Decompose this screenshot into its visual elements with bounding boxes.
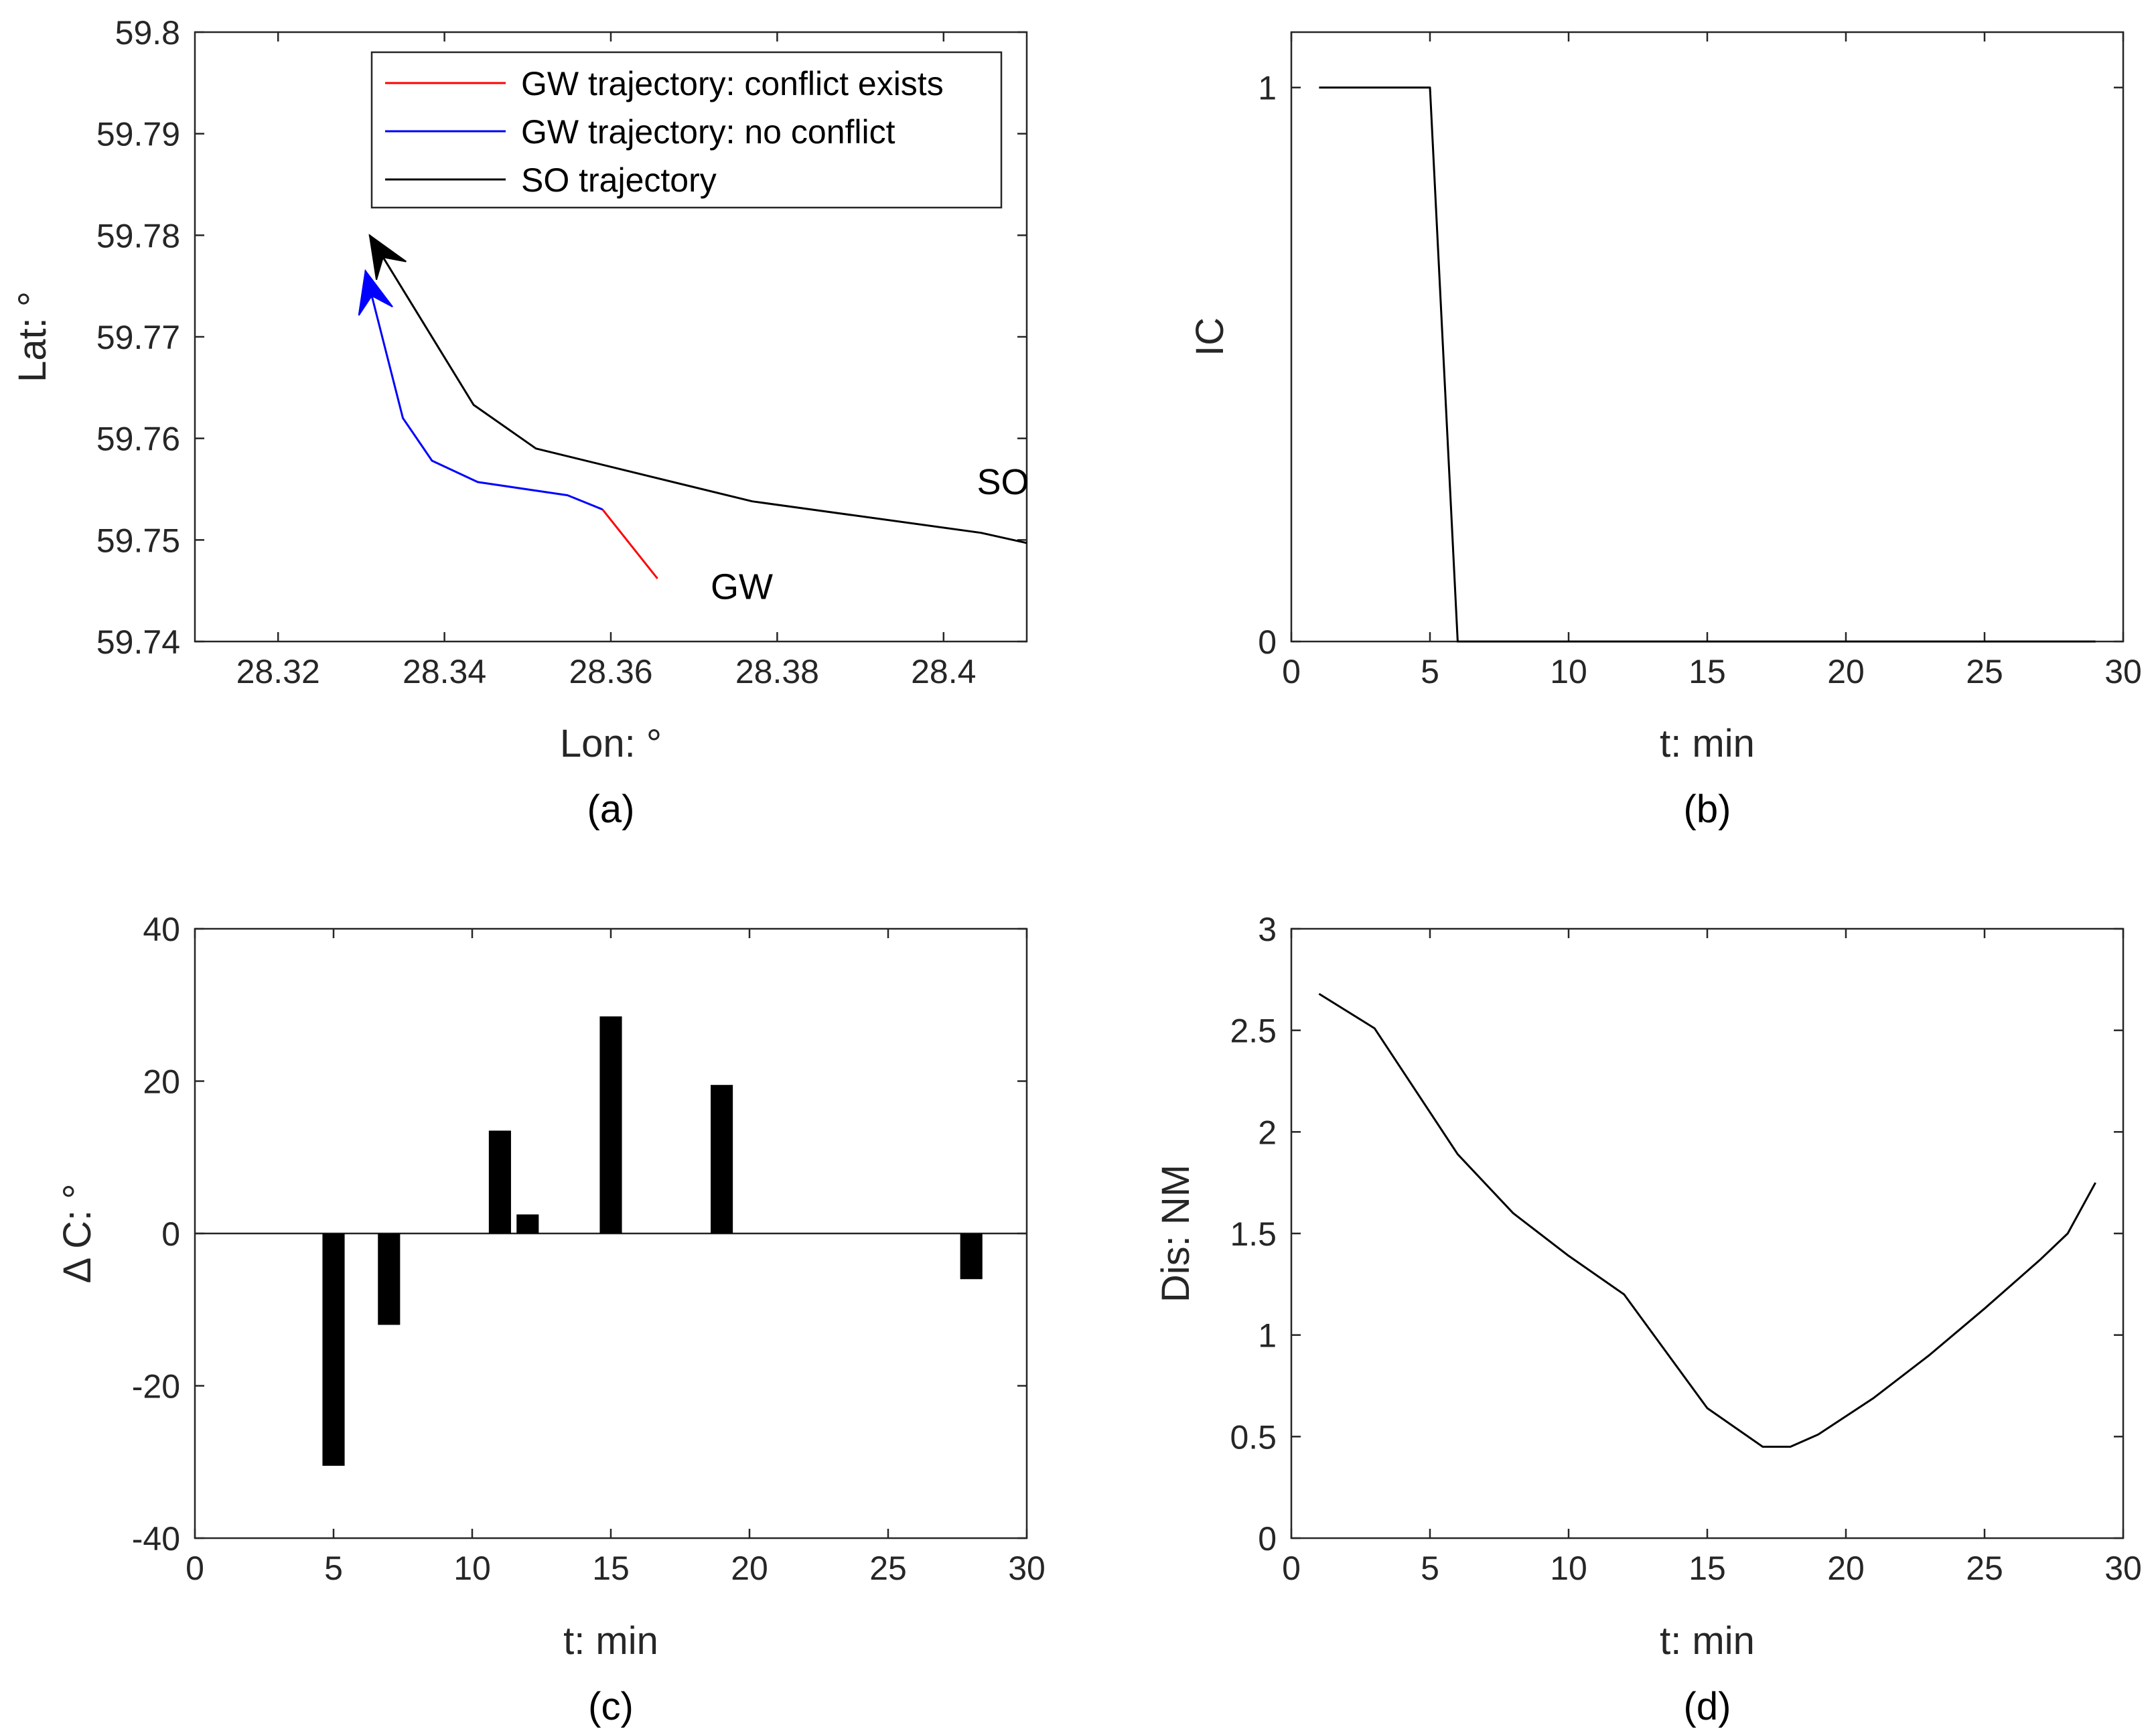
- xtick-label: 28.34: [403, 653, 486, 690]
- xtick-label: 20: [731, 1550, 768, 1587]
- ytick-label: 1: [1258, 70, 1277, 107]
- ytick-label: -40: [132, 1520, 180, 1558]
- ytick-label: 40: [143, 911, 180, 948]
- series-line-0: [601, 508, 658, 579]
- xtick-label: 15: [592, 1550, 630, 1587]
- bar-t-5: [322, 1233, 345, 1466]
- legend-box: [370, 51, 1003, 209]
- panel-d-ylabel: Dis: NM: [1154, 1164, 1198, 1302]
- panel-d-series: [1318, 992, 2096, 1448]
- panel-d-distance-plot: 0 5 10 15 20 25 30 0 0.5 1 1.5 2 2.5 3 t: min Dis: NM…: [1154, 911, 2142, 1728]
- panel-a-trajectory-map: 28.32 28.34 28.36 28.38 28.4 59.74 59.75 59.76 5…: [11, 14, 1029, 831]
- xtick-label: 0: [186, 1550, 204, 1587]
- ytick-label: 59.77: [96, 319, 180, 356]
- panel-b-caption: (b): [1684, 787, 1731, 831]
- ytick-label: 59.8: [115, 14, 180, 52]
- xtick-label: 30: [2104, 1550, 2142, 1587]
- ytick-label: 59.74: [96, 623, 180, 661]
- ytick-label: 59.75: [96, 522, 180, 559]
- ytick-label: 59.78: [96, 217, 180, 254]
- panel-b-ylabel: IC: [1188, 317, 1232, 356]
- panel-c-bars: [195, 1016, 1027, 1466]
- series-line-0: [1319, 86, 2096, 643]
- series-line-1: [364, 271, 603, 511]
- xtick-label: 28.4: [911, 653, 976, 690]
- panel-a-ylabel: Lat: °: [11, 291, 54, 382]
- xtick-label: 28.36: [569, 653, 652, 690]
- ytick-label: 1: [1258, 1317, 1277, 1355]
- series-arrowhead-1: [358, 269, 393, 316]
- ytick-label: -20: [132, 1368, 180, 1406]
- ytick-label: 0.5: [1230, 1418, 1277, 1456]
- xtick-label: 25: [869, 1550, 907, 1587]
- ytick-label: 1.5: [1230, 1215, 1277, 1253]
- panel-a-xlabel: Lon: °: [560, 722, 662, 765]
- xtick-label: 25: [1966, 1550, 2003, 1587]
- panel-a-annotations: SO GW: [711, 462, 1029, 607]
- bar-t-12: [516, 1214, 539, 1233]
- xtick-label: 5: [1421, 653, 1439, 690]
- xtick-label: 28.32: [236, 653, 320, 690]
- xtick-label: 20: [1827, 1550, 1865, 1587]
- panel-c-caption: (c): [588, 1685, 634, 1728]
- panel-a-legend: GW trajectory: conflict exists GW trajec…: [370, 51, 1003, 209]
- xtick-label: 30: [2104, 653, 2142, 690]
- ytick-label: 2.5: [1230, 1012, 1277, 1050]
- bar-t-11: [488, 1130, 511, 1233]
- ytick-label: 3: [1258, 911, 1277, 948]
- panel-a-ticks: 28.32 28.34 28.36 28.38 28.4 59.74 59.75 59.76 5…: [96, 14, 1027, 690]
- series-arrowhead-2: [368, 234, 407, 281]
- panel-b-ic-plot: 0 5 10 15 20 25 30 0 1 t: min IC (b): [1188, 31, 2142, 831]
- xtick-label: 28.38: [735, 653, 819, 690]
- xtick-label: 15: [1688, 1550, 1726, 1587]
- xtick-label: 0: [1282, 653, 1301, 690]
- xtick-label: 15: [1688, 653, 1726, 690]
- ytick-label: 20: [143, 1063, 180, 1101]
- ytick-label: 2: [1258, 1114, 1277, 1151]
- ytick-label: 0: [161, 1215, 180, 1253]
- xtick-label: 10: [453, 1550, 491, 1587]
- panel-b-xlabel: t: min: [1660, 722, 1755, 765]
- xtick-label: 25: [1966, 653, 2003, 690]
- bar-t-28: [960, 1233, 983, 1280]
- panel-a-caption: (a): [587, 787, 635, 831]
- legend-entry-so: SO trajectory: [521, 161, 717, 199]
- bar-t-7: [378, 1233, 401, 1325]
- panel-d-caption: (d): [1684, 1685, 1731, 1728]
- panel-d-xlabel: t: min: [1660, 1619, 1755, 1663]
- ytick-label: 59.76: [96, 421, 180, 458]
- annotation-so: SO: [977, 462, 1029, 502]
- panel-c-course-change-bars: 0 5 10 15 20 25 30 -40 -20 0 20 40 t: min Δ C: ° (c…: [56, 911, 1046, 1728]
- panel-a-series: [358, 234, 1027, 579]
- series-line-2: [368, 234, 1027, 544]
- legend-entry-conflict: GW trajectory: conflict exists: [521, 65, 944, 102]
- bar-t-19: [711, 1085, 733, 1233]
- panel-b-series: [1319, 86, 2096, 643]
- xtick-label: 10: [1550, 653, 1587, 690]
- xtick-label: 30: [1008, 1550, 1046, 1587]
- xtick-label: 20: [1827, 653, 1865, 690]
- panel-c-ticks: 0 5 10 15 20 25 30 -40 -20 0 20 40: [132, 911, 1046, 1587]
- panel-c-xlabel: t: min: [563, 1619, 658, 1663]
- ytick-label: 0: [1258, 1520, 1277, 1558]
- panel-d-ticks: 0 5 10 15 20 25 30 0 0.5 1 1.5 2 2.5 3: [1230, 911, 2141, 1587]
- ytick-label: 0: [1258, 623, 1277, 661]
- legend-entry-no-conflict: GW trajectory: no conflict: [521, 113, 895, 151]
- xtick-label: 5: [324, 1550, 343, 1587]
- series-line-0: [1318, 992, 2096, 1448]
- xtick-label: 0: [1282, 1550, 1301, 1587]
- bar-t-15: [599, 1016, 622, 1233]
- panel-b-ticks: 0 5 10 15 20 25 30 0 1: [1258, 32, 2142, 690]
- xtick-label: 5: [1421, 1550, 1439, 1587]
- panel-c-ylabel: Δ C: °: [56, 1184, 99, 1284]
- xtick-label: 10: [1550, 1550, 1587, 1587]
- ytick-label: 59.79: [96, 116, 180, 153]
- annotation-gw: GW: [711, 567, 773, 607]
